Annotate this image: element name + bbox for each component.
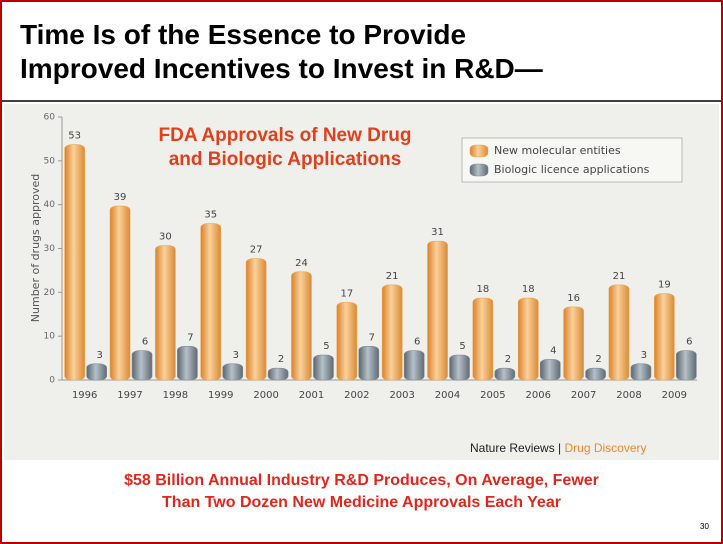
bar [222,363,244,381]
x-tick-label: 2007 [571,390,596,401]
x-tick-label: 2009 [662,390,687,401]
data-label: 4 [550,345,556,356]
legend-label: New molecular entities [494,144,621,157]
data-label: 7 [369,332,375,343]
bar [131,350,153,381]
bar [539,359,561,381]
source-journal: Drug Discovery [564,441,647,455]
x-tick-label: 2000 [253,390,278,401]
bar [291,271,312,381]
x-tick-label: 2004 [435,390,460,401]
bar [630,363,652,381]
slide-title: Time Is of the Essence to Provide Improv… [20,18,543,86]
data-label: 39 [114,192,127,203]
chart-title-line: FDA Approvals of New Drug [158,125,412,146]
x-tick-label: 1999 [208,390,233,401]
x-tick-label: 1998 [163,390,188,401]
data-label: 17 [340,288,353,299]
bar [245,258,267,381]
data-label: 31 [431,227,444,238]
y-axis-label: Number of drugs approved [29,174,42,322]
y-tick-label: 0 [49,376,55,386]
data-label: 21 [386,271,399,282]
data-label: 3 [96,350,102,361]
page-number: 30 [700,522,709,531]
bar [403,350,425,381]
bar [472,297,494,381]
data-label: 30 [159,232,172,243]
y-tick-label: 10 [44,332,56,342]
y-tick-label: 30 [44,244,56,254]
x-tick-label: 2005 [480,390,505,401]
x-tick-label: 2006 [526,390,551,401]
bar [109,205,131,381]
bar [608,284,630,381]
legend-swatch [469,163,489,177]
bar [563,306,584,381]
bar [676,350,697,381]
bar [494,367,516,381]
bar [313,354,334,381]
legend-box [461,137,683,183]
bar [267,367,289,381]
bar [427,240,448,381]
x-tick-label: 2001 [299,390,324,401]
bar [200,223,222,381]
data-label: 21 [613,271,626,282]
bar [155,245,176,381]
bar [585,367,606,381]
slide-title-line: Time Is of the Essence to Provide [20,19,467,50]
y-tick-label: 40 [44,200,56,210]
bar [177,346,198,381]
legend-swatch [469,144,489,158]
bar [517,297,539,381]
data-label: 18 [522,284,535,295]
data-label: 2 [505,354,511,365]
data-label: 27 [250,245,263,256]
data-label: 7 [187,332,193,343]
bar [358,346,380,381]
x-tick-label: 1997 [117,390,142,401]
y-tick-label: 50 [44,156,56,166]
data-label: 53 [68,131,81,142]
slide-title-line: Improved Incentives to Invest in R&D— [20,53,543,84]
x-tick-label: 2008 [616,390,641,401]
chart-title: FDA Approvals of New Drug and Biologic A… [120,124,450,172]
y-tick-label: 60 [44,113,56,123]
bar [64,144,85,381]
footer-line: Than Two Dozen New Medicine Approvals Ea… [162,494,561,511]
x-tick-label: 1996 [72,390,97,401]
bar [86,363,107,381]
data-label: 5 [323,341,329,352]
x-tick-label: 2003 [389,390,414,401]
x-tick-label: 2002 [344,390,369,401]
data-label: 2 [278,354,284,365]
source: Nature Reviews | Drug Discovery [470,441,647,455]
source-publisher: Nature Reviews | [470,441,562,455]
legend-label: Biologic licence applications [494,163,650,176]
data-label: 2 [595,354,601,365]
bar [336,302,358,381]
data-label: 6 [414,337,420,348]
data-label: 19 [658,280,671,291]
bar [381,284,403,381]
data-label: 3 [641,350,647,361]
data-label: 16 [567,293,580,304]
data-label: 35 [204,210,217,221]
data-label: 18 [477,284,490,295]
footer-line: $58 Billion Annual Industry R&D Produces… [124,472,599,489]
data-label: 5 [459,341,465,352]
y-tick-label: 20 [44,288,56,298]
data-label: 6 [686,337,692,348]
bar [449,354,470,381]
bar [654,293,675,381]
data-label: 6 [142,337,148,348]
data-label: 3 [233,350,239,361]
data-label: 24 [295,258,308,269]
footer: $58 Billion Annual Industry R&D Produces… [0,470,723,514]
chart-title-line: and Biologic Applications [168,149,402,170]
